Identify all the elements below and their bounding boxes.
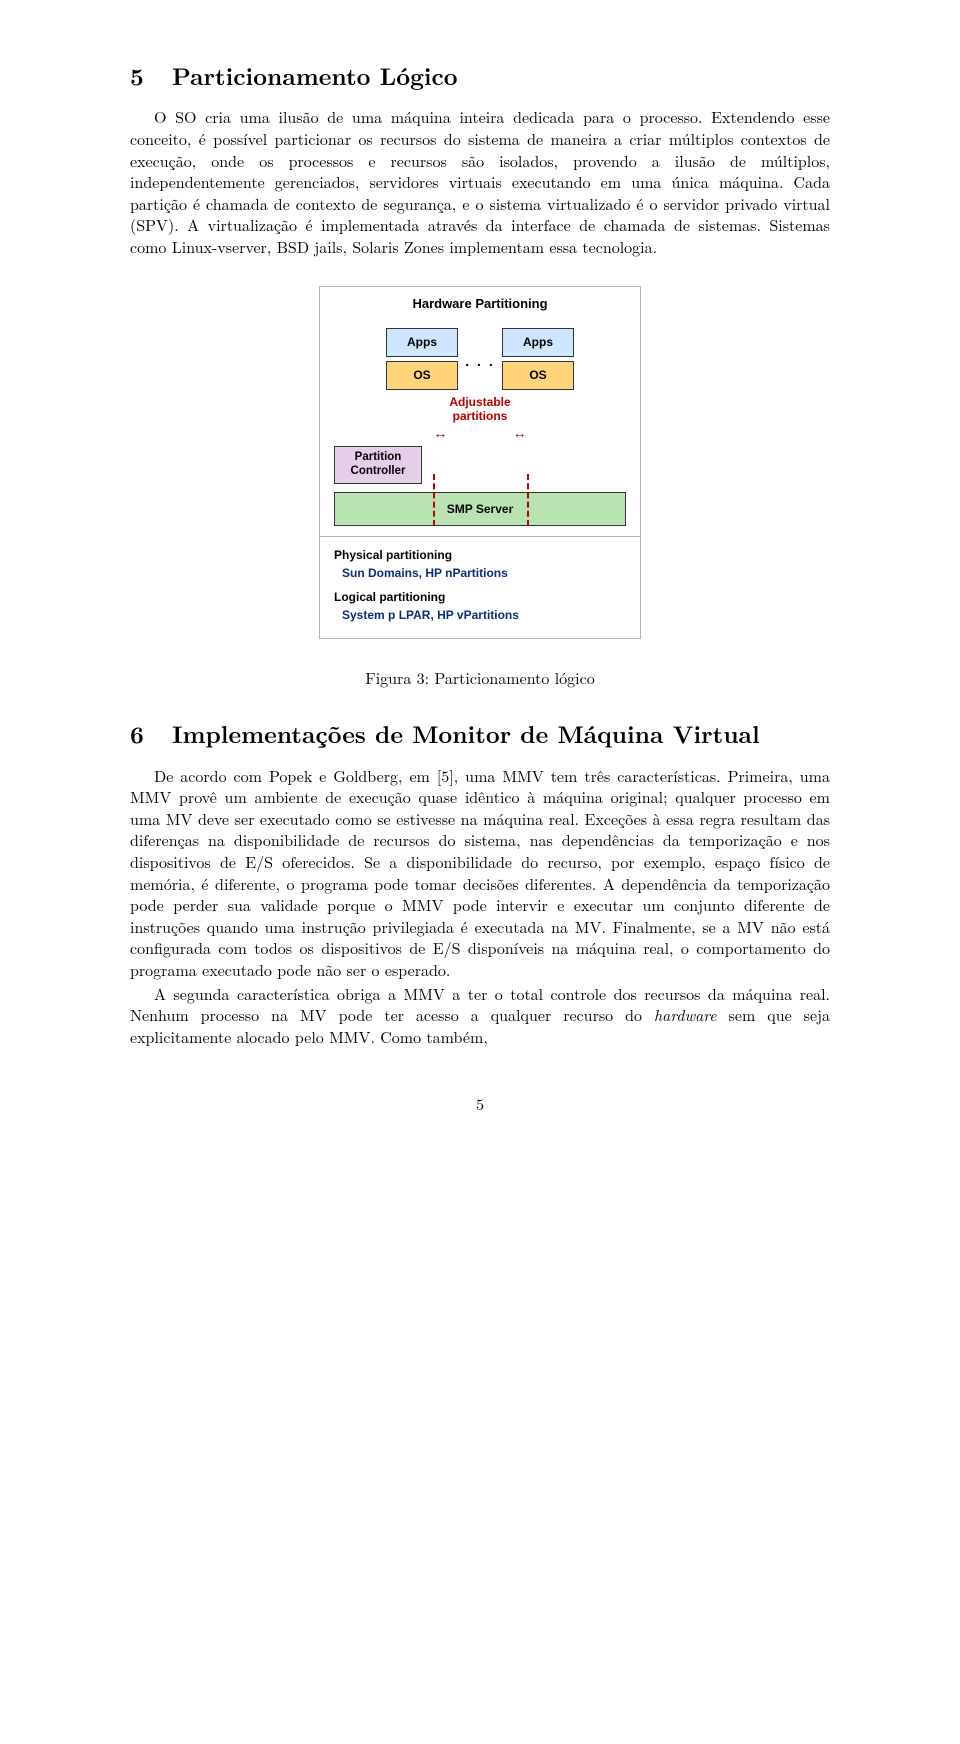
figure-3-diagram: Hardware Partitioning Apps OS . . . Apps…: [319, 286, 641, 639]
figure-3-stack-right: Apps OS: [502, 328, 574, 390]
figure-3-apps-box-left: Apps: [386, 328, 458, 357]
figure-3-physical-head: Physical partitioning: [334, 547, 626, 563]
double-arrow-icon: ↔: [513, 423, 527, 443]
double-arrow-icon: ↔: [433, 423, 447, 443]
figure-3-stack-row: Apps OS . . . Apps OS: [334, 328, 626, 390]
figure-3-logical-sub: System p LPAR, HP vPartitions: [342, 607, 626, 623]
section-6-para2-hardware-em: hardware: [654, 1003, 717, 1026]
section-6-paragraph-1: De acordo com Popek e Goldberg, em [5], …: [130, 765, 830, 981]
figure-3-pc-row: Partition Controller: [334, 446, 626, 484]
figure-3-caption: Figura 3: Particionamento lógico: [130, 667, 830, 689]
figure-3-stack-left: Apps OS: [386, 328, 458, 390]
figure-3-pc-line2: Controller: [351, 465, 406, 477]
figure-3-physical-sub: Sun Domains, HP nPartitions: [342, 565, 626, 581]
section-5-number: 5: [130, 60, 152, 92]
figure-3-ellipsis: . . .: [465, 352, 494, 371]
page-number: 5: [130, 1093, 830, 1115]
figure-3-adjustable-line1: Adjustable: [449, 395, 510, 409]
section-5-title: Particionamento Lógico: [172, 60, 458, 92]
figure-3-body: Apps OS . . . Apps OS Adjustable partiti…: [320, 324, 640, 536]
section-5-heading: 5 Particionamento Lógico: [130, 60, 830, 92]
figure-3-container: Hardware Partitioning Apps OS . . . Apps…: [130, 286, 830, 639]
section-5-paragraph-1: O SO cria uma ilusão de uma máquina inte…: [130, 106, 830, 257]
figure-3-os-box-right: OS: [502, 361, 574, 390]
section-6-title: Implementações de Monitor de Máquina Vir…: [172, 718, 760, 750]
section-6-paragraph-2: A segunda característica obriga a MMV a …: [130, 983, 830, 1048]
figure-3-smp-wrap: SMP Server: [334, 492, 626, 526]
figure-3-apps-box-right: Apps: [502, 328, 574, 357]
figure-3-dashed-divider-1: [433, 474, 435, 526]
figure-3-smp-box: SMP Server: [334, 492, 626, 526]
figure-3-partition-controller-box: Partition Controller: [334, 446, 422, 484]
figure-3-adjustable-label: Adjustable partitions: [334, 396, 626, 424]
figure-3-footer: Physical partitioning Sun Domains, HP nP…: [320, 536, 640, 638]
section-6-number: 6: [130, 718, 152, 750]
figure-3-adjustable-line2: partitions: [453, 409, 508, 423]
figure-3-dashed-divider-2: [527, 474, 529, 526]
figure-3-arrow-row: ↔ ↔: [334, 426, 626, 440]
figure-3-title: Hardware Partitioning: [320, 287, 640, 325]
figure-3-os-box-left: OS: [386, 361, 458, 390]
figure-3-pc-line1: Partition: [355, 451, 402, 463]
figure-3-logical-head: Logical partitioning: [334, 589, 626, 605]
section-6-heading: 6 Implementações de Monitor de Máquina V…: [130, 718, 830, 750]
